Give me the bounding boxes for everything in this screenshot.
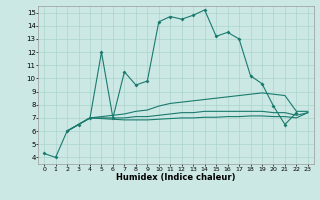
X-axis label: Humidex (Indice chaleur): Humidex (Indice chaleur) [116, 173, 236, 182]
